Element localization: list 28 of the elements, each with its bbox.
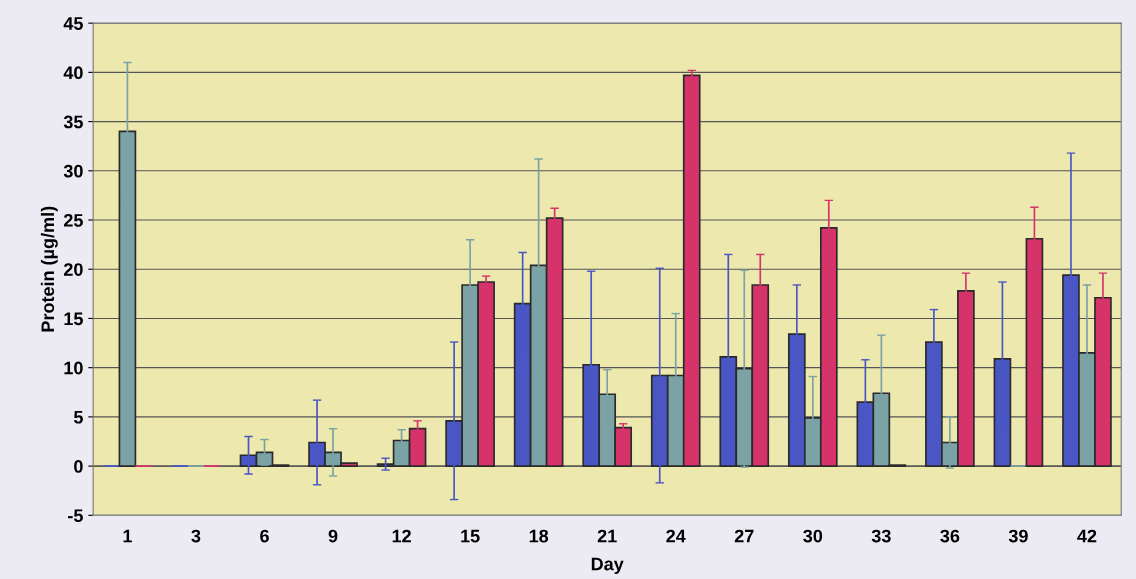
y-tick-label: 15 — [64, 312, 83, 326]
x-tick-label: 1 — [123, 529, 132, 543]
x-tick-label: 21 — [597, 529, 617, 543]
y-tick-label: 40 — [63, 66, 83, 80]
y-tick-label: 25 — [63, 213, 83, 227]
x-tick-label: 27 — [734, 529, 754, 543]
y-tick-label: 20 — [63, 263, 83, 276]
x-tick-label: 12 — [392, 529, 411, 543]
x-tick-label: 18 — [529, 529, 549, 543]
x-tick-label: 9 — [328, 529, 338, 543]
x-tick-label: 33 — [871, 529, 891, 543]
x-tick-label: 36 — [940, 529, 960, 543]
y-tick-label: 45 — [63, 17, 83, 30]
x-tick-label: 6 — [260, 529, 269, 543]
x-axis-title: Day — [591, 557, 624, 574]
y-tick-label: -5 — [68, 509, 83, 523]
y-axis-title: Protein (µg/ml) — [40, 206, 58, 332]
y-tick-label: 35 — [63, 115, 83, 129]
x-tick-label: 30 — [803, 529, 823, 543]
y-tick-label: 30 — [63, 164, 83, 178]
x-tick-label: 15 — [461, 529, 480, 543]
x-tick-label: 42 — [1077, 529, 1097, 543]
y-tick-label: 0 — [74, 460, 83, 473]
x-tick-label: 24 — [666, 529, 686, 543]
x-tick-label: 39 — [1008, 529, 1028, 543]
y-tick-label: 5 — [73, 411, 83, 424]
x-tick-label: 3 — [191, 529, 201, 543]
y-tick-label: 10 — [64, 361, 83, 375]
